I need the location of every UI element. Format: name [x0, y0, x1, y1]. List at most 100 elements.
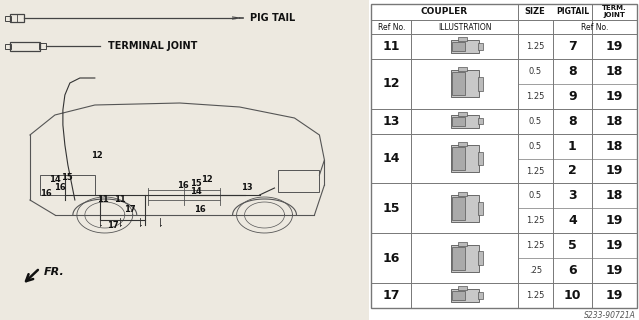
Text: 14: 14 — [383, 152, 400, 165]
Text: 16: 16 — [383, 252, 400, 265]
FancyBboxPatch shape — [450, 70, 479, 97]
FancyBboxPatch shape — [450, 40, 479, 53]
Text: 11: 11 — [383, 40, 400, 53]
Bar — [458, 67, 467, 71]
Text: Ref No.: Ref No. — [378, 22, 405, 31]
Bar — [5, 15, 11, 20]
Text: 1.25: 1.25 — [526, 92, 544, 101]
Text: 16: 16 — [54, 183, 66, 193]
Text: TERM.
JOINT: TERM. JOINT — [602, 5, 627, 19]
Text: 14: 14 — [49, 175, 61, 185]
Text: 19: 19 — [606, 164, 623, 178]
Text: 19: 19 — [606, 40, 623, 53]
Text: 6: 6 — [568, 264, 576, 277]
Bar — [452, 291, 465, 300]
Text: FR.: FR. — [44, 267, 65, 277]
Text: 0.5: 0.5 — [528, 141, 542, 151]
Text: 8: 8 — [568, 115, 576, 128]
Text: 11: 11 — [97, 196, 109, 204]
Text: 0.5: 0.5 — [528, 117, 542, 126]
Bar — [452, 72, 465, 95]
Text: 9: 9 — [568, 90, 576, 103]
Bar — [477, 202, 482, 215]
Bar — [477, 118, 482, 124]
Text: 12: 12 — [383, 77, 400, 90]
Text: 1.25: 1.25 — [526, 42, 544, 51]
Text: S233-90721A: S233-90721A — [584, 311, 636, 320]
Bar — [477, 77, 482, 91]
Text: 5: 5 — [568, 239, 577, 252]
Text: 13: 13 — [241, 183, 252, 193]
Text: 15: 15 — [190, 179, 201, 188]
Bar — [458, 242, 467, 246]
Text: 0.5: 0.5 — [528, 191, 542, 200]
Bar — [458, 37, 467, 41]
Bar — [477, 252, 482, 265]
Text: 1: 1 — [568, 140, 577, 153]
Text: 18: 18 — [606, 65, 623, 78]
Text: 19: 19 — [606, 214, 623, 227]
Text: 10: 10 — [564, 289, 581, 302]
FancyBboxPatch shape — [450, 245, 479, 272]
Text: 16: 16 — [194, 205, 206, 214]
Text: 17: 17 — [383, 289, 400, 302]
Text: 18: 18 — [606, 140, 623, 153]
Text: 15: 15 — [383, 202, 400, 215]
Bar — [452, 247, 465, 270]
Text: 15: 15 — [61, 172, 73, 181]
Text: 12: 12 — [201, 175, 213, 185]
Bar — [452, 117, 465, 126]
Text: COUPLER: COUPLER — [421, 7, 468, 17]
FancyBboxPatch shape — [450, 145, 479, 172]
Bar — [277, 170, 320, 192]
Text: 2: 2 — [568, 164, 577, 178]
Bar — [458, 112, 467, 116]
Text: 13: 13 — [383, 115, 400, 128]
Text: 1.25: 1.25 — [526, 241, 544, 250]
Text: 8: 8 — [568, 65, 576, 78]
Text: 19: 19 — [606, 90, 623, 103]
Bar — [477, 152, 482, 165]
Text: 3: 3 — [568, 189, 576, 203]
Bar — [477, 292, 482, 299]
Text: 12: 12 — [91, 150, 103, 159]
Text: 11: 11 — [114, 196, 126, 204]
Bar — [458, 142, 467, 146]
Text: Ref No.: Ref No. — [581, 22, 608, 31]
Text: 1.25: 1.25 — [526, 166, 544, 175]
Text: 7: 7 — [568, 40, 577, 53]
Bar — [458, 286, 467, 290]
Text: 16: 16 — [177, 181, 189, 190]
Text: SIZE: SIZE — [525, 7, 546, 17]
Bar — [10, 14, 24, 22]
Text: .25: .25 — [528, 266, 542, 275]
Text: 4: 4 — [568, 214, 577, 227]
FancyBboxPatch shape — [450, 115, 479, 128]
Text: TERMINAL JOINT: TERMINAL JOINT — [108, 41, 197, 51]
Text: 17: 17 — [107, 220, 119, 229]
Text: 0.5: 0.5 — [528, 67, 542, 76]
FancyBboxPatch shape — [450, 195, 479, 222]
Text: 1.25: 1.25 — [526, 291, 544, 300]
FancyBboxPatch shape — [450, 289, 479, 302]
Text: PIGTAIL: PIGTAIL — [556, 7, 589, 17]
Text: 14: 14 — [190, 187, 201, 196]
Text: 19: 19 — [606, 289, 623, 302]
Bar — [452, 42, 465, 51]
Bar — [452, 147, 465, 170]
Text: 16: 16 — [40, 188, 52, 197]
Bar — [452, 197, 465, 220]
Text: 17: 17 — [124, 204, 135, 213]
Bar — [40, 175, 95, 195]
Bar — [10, 42, 40, 51]
Bar — [477, 43, 482, 50]
Text: 18: 18 — [606, 115, 623, 128]
Text: ILLUSTRATION: ILLUSTRATION — [438, 22, 491, 31]
Bar — [39, 43, 46, 49]
Bar — [5, 44, 11, 49]
Bar — [458, 192, 467, 196]
Text: 1.25: 1.25 — [526, 216, 544, 225]
Text: 19: 19 — [606, 264, 623, 277]
Text: PIG TAIL: PIG TAIL — [250, 13, 295, 23]
Text: 19: 19 — [606, 239, 623, 252]
